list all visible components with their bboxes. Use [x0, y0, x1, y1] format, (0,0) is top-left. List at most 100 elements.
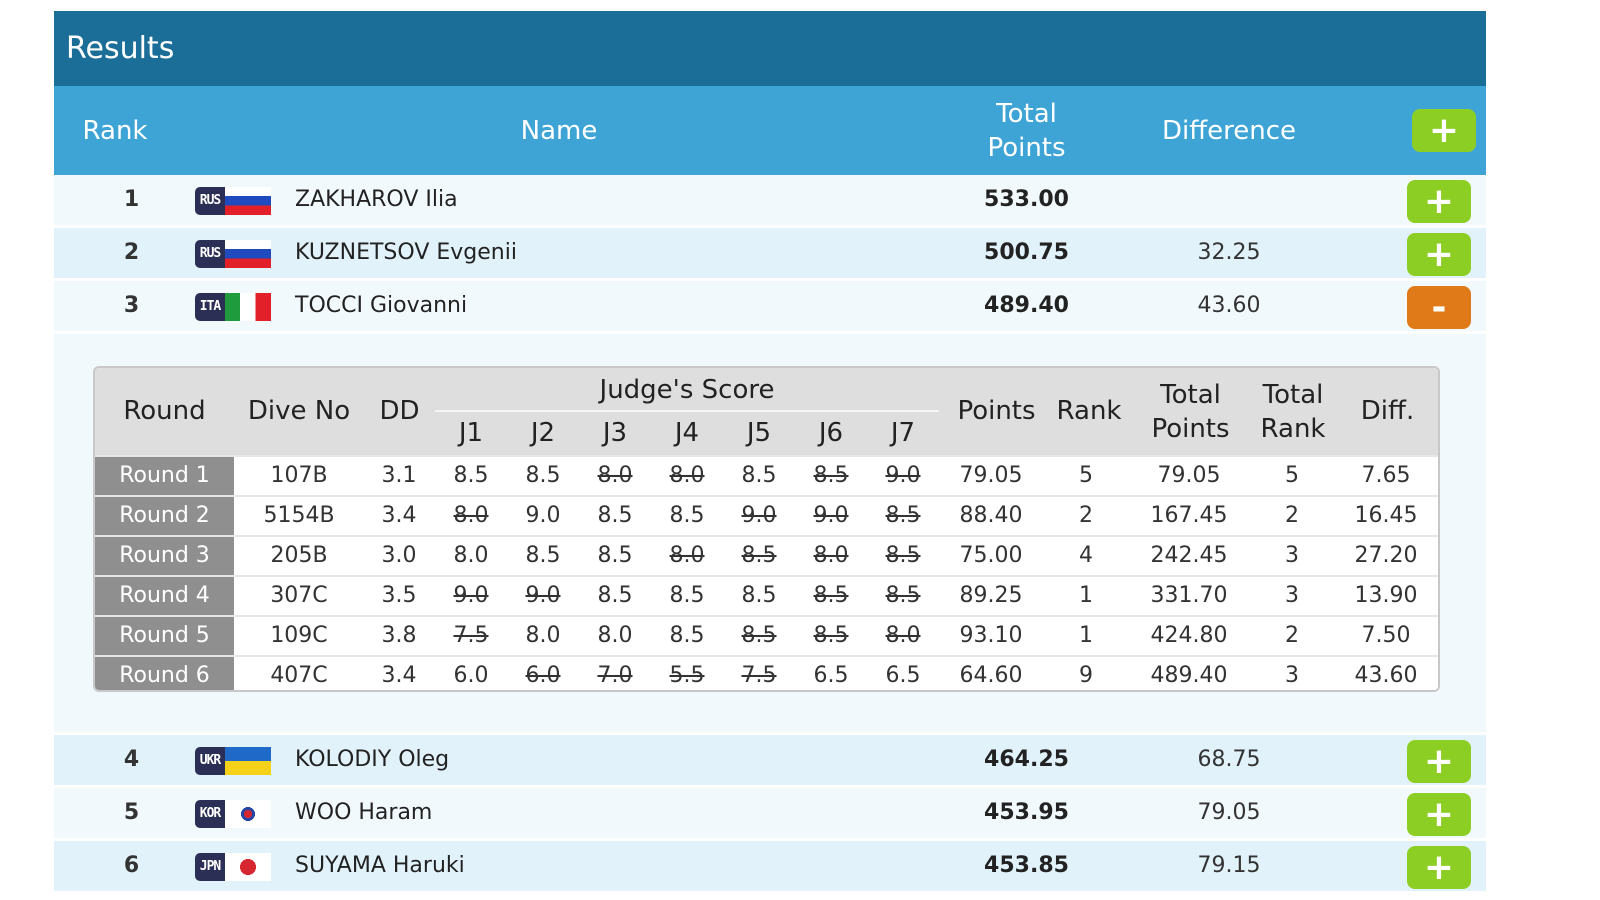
- expand-details-button[interactable]: +: [1407, 233, 1471, 276]
- judge-score: 8.5: [669, 583, 705, 608]
- dive-number: 107B: [270, 463, 328, 488]
- judge-score: 8.5: [741, 463, 777, 488]
- ukraine-flag-icon: UKR: [195, 747, 271, 775]
- dive-points: 88.40: [959, 503, 1023, 528]
- cumulative-total-points: 424.80: [1150, 623, 1228, 648]
- dive-details-table: Round Dive No DD Judge's Score J1 J2 J3 J4 J…: [93, 366, 1440, 692]
- dive-points: 89.25: [959, 583, 1023, 608]
- degree-of-difficulty: 3.8: [381, 623, 417, 648]
- dive-row: Round 6 407C 3.4 64.60 9 489.40 3 43.60 6.0 6.0 7.…: [95, 655, 1438, 690]
- athlete-total-points: 489.40: [984, 293, 1069, 318]
- judge-score: 8.0: [453, 543, 489, 568]
- expand-details-button[interactable]: +: [1407, 793, 1471, 836]
- discarded-judge-score: 7.0: [597, 663, 633, 688]
- athlete-difference: 79.05: [1197, 800, 1261, 825]
- dive-points: 75.00: [959, 543, 1023, 568]
- athlete-row: 5 KOR WOO Haram 453.95 79.05 +: [54, 788, 1486, 841]
- discarded-judge-score: 8.5: [885, 503, 921, 528]
- judge-score: 8.5: [597, 583, 633, 608]
- judge-score: 8.0: [525, 623, 561, 648]
- cumulative-total-rank: 3: [1285, 543, 1299, 568]
- athlete-total-points: 453.85: [984, 853, 1069, 878]
- country-code: KOR: [195, 800, 225, 828]
- athlete-total-points: 453.95: [984, 800, 1069, 825]
- judge-4-header: J4: [674, 418, 700, 448]
- discarded-judge-score: 8.5: [813, 463, 849, 488]
- flag-stripes: [225, 240, 271, 268]
- athlete-difference: [1144, 175, 1314, 225]
- discarded-judge-score: 5.5: [669, 663, 705, 688]
- athlete-name: KOLODIY Oleg: [295, 747, 450, 772]
- flag-stripes: [225, 187, 271, 215]
- discarded-judge-score: 9.0: [741, 503, 777, 528]
- judges-score-header: Judge's Score: [599, 375, 775, 405]
- judges-score-divider: [435, 410, 939, 412]
- country-code: JPN: [195, 853, 225, 881]
- round-label: Round 5: [95, 617, 234, 655]
- discarded-judge-score: 8.5: [885, 583, 921, 608]
- expand-details-button[interactable]: +: [1407, 180, 1471, 223]
- round-column-header: Round: [123, 396, 206, 426]
- discarded-judge-score: 8.0: [453, 503, 489, 528]
- athlete-name: WOO Haram: [295, 800, 433, 825]
- discarded-judge-score: 8.5: [741, 543, 777, 568]
- round-label: Round 2: [95, 497, 234, 535]
- athlete-rank: 3: [123, 293, 140, 318]
- dive-points: 93.10: [959, 623, 1023, 648]
- total-points-header-label: Total Points: [987, 98, 1066, 163]
- dive-row: Round 5 109C 3.8 93.10 1 424.80 2 7.50 7.5 8.0 8.0…: [95, 615, 1438, 655]
- cumulative-total-points: 242.45: [1150, 543, 1228, 568]
- judge-score: 8.5: [669, 503, 705, 528]
- athlete-row: 1 RUS ZAKHAROV Ilia 533.00 +: [54, 175, 1486, 228]
- degree-of-difficulty: 3.5: [381, 583, 417, 608]
- collapse-details-button[interactable]: -: [1407, 286, 1471, 329]
- round-label: Round 1: [95, 457, 234, 495]
- athlete-difference: 68.75: [1197, 747, 1261, 772]
- athlete-difference: 79.15: [1197, 853, 1261, 878]
- athlete-list: 1 RUS ZAKHAROV Ilia 533.00 + 2 RUS KUZNE…: [54, 175, 1486, 894]
- japan-flag-icon: JPN: [195, 853, 271, 881]
- flag-stripes: [225, 293, 271, 321]
- dive-details-header: Round Dive No DD Judge's Score J1 J2 J3 J4 J…: [95, 368, 1438, 455]
- athlete-row: 3 ITA TOCCI Giovanni 489.40 43.60 -: [54, 281, 1486, 334]
- dive-row: Round 2 5154B 3.4 88.40 2 167.45 2 16.45 8.0 9.0 8…: [95, 495, 1438, 535]
- round-label: Round 4: [95, 577, 234, 615]
- judge-6-header: J6: [818, 418, 844, 448]
- expand-all-button[interactable]: +: [1412, 109, 1476, 152]
- cumulative-total-rank: 3: [1285, 583, 1299, 608]
- judge-7-header: J7: [890, 418, 916, 448]
- athlete-rank: 5: [123, 800, 140, 825]
- judge-score: 6.5: [885, 663, 921, 688]
- discarded-judge-score: 7.5: [453, 623, 489, 648]
- results-header-row: Rank Name Total Points Difference +: [54, 86, 1486, 175]
- points-difference: 16.45: [1354, 503, 1418, 528]
- dd-column-header: DD: [379, 396, 420, 426]
- dive-no-column-header: Dive No: [247, 396, 351, 426]
- athlete-total-points: 464.25: [984, 747, 1069, 772]
- round-label: Round 6: [95, 657, 234, 690]
- dive-rank: 4: [1079, 543, 1093, 568]
- degree-of-difficulty: 3.1: [381, 463, 417, 488]
- points-difference: 7.65: [1361, 463, 1411, 488]
- judge-score: 8.5: [525, 543, 561, 568]
- dive-row: Round 1 107B 3.1 79.05 5 79.05 5 7.65 8.5 8.5 8.0 8…: [95, 455, 1438, 495]
- flag-stripes: [225, 800, 271, 828]
- dive-row: Round 3 205B 3.0 75.00 4 242.45 3 27.20 8.0 8.5 8.…: [95, 535, 1438, 575]
- discarded-judge-score: 9.0: [885, 463, 921, 488]
- degree-of-difficulty: 3.0: [381, 543, 417, 568]
- russia-flag-icon: RUS: [195, 240, 271, 268]
- country-code: RUS: [195, 187, 225, 215]
- discarded-judge-score: 8.5: [741, 623, 777, 648]
- expand-details-button[interactable]: +: [1407, 846, 1471, 889]
- expand-details-button[interactable]: +: [1407, 740, 1471, 783]
- results-panel: Results Rank Name Total Points Differenc…: [54, 11, 1486, 894]
- judge-score: 8.5: [741, 583, 777, 608]
- cumulative-total-rank: 3: [1285, 663, 1299, 688]
- athlete-rank: 1: [123, 187, 140, 212]
- round-label: Round 3: [95, 537, 234, 575]
- judge-5-header: J5: [746, 418, 772, 448]
- rank-column-header: Rank: [82, 115, 148, 146]
- judge-score: 8.5: [597, 543, 633, 568]
- athlete-total-points: 533.00: [984, 187, 1069, 212]
- cumulative-total-points: 489.40: [1150, 663, 1228, 688]
